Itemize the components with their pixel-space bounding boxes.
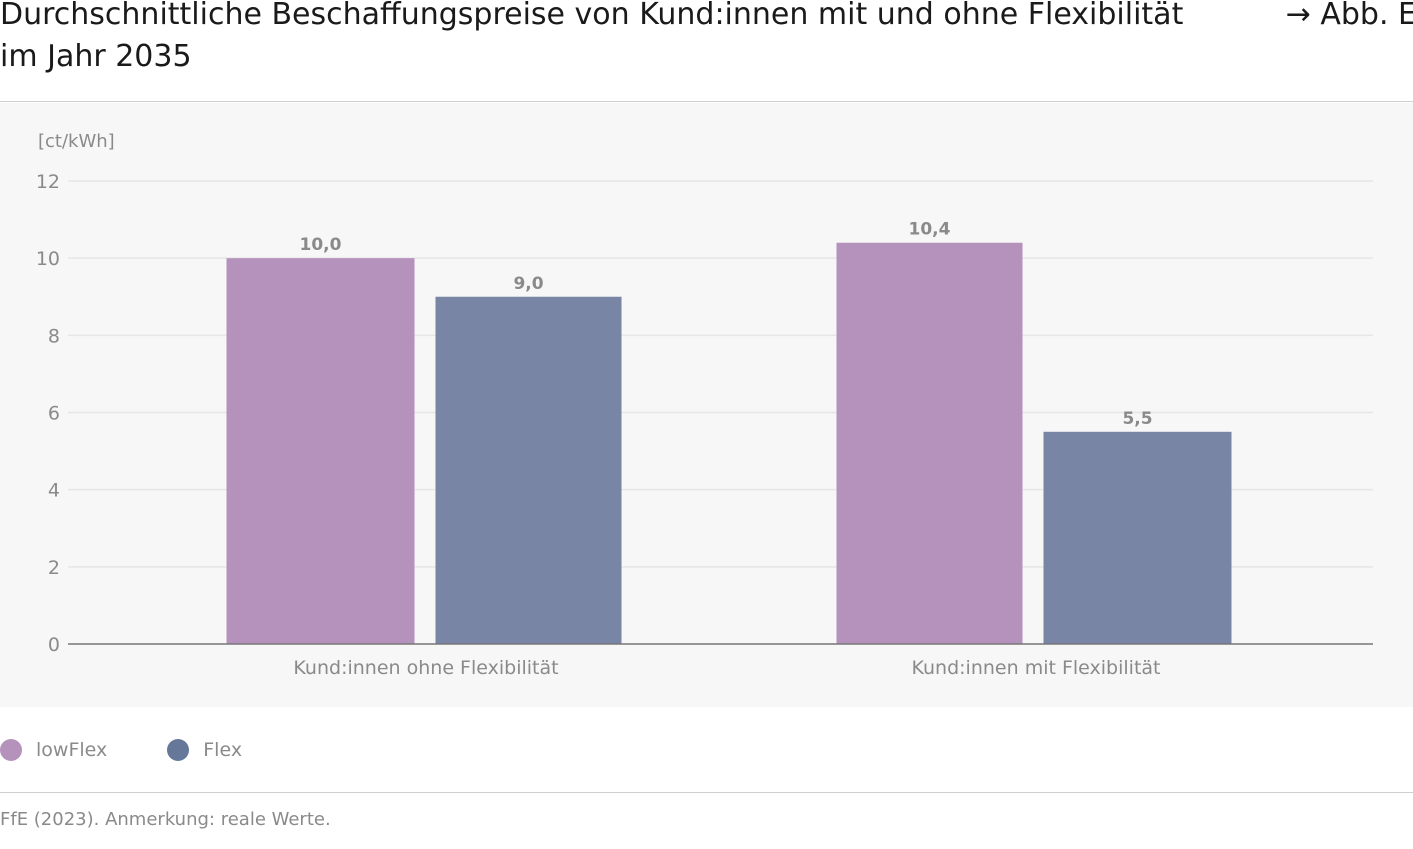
- y-tick-label: 4: [48, 480, 60, 502]
- legend-label-lowflex: lowFlex: [36, 739, 108, 761]
- bar-value-label: 10,4: [909, 220, 951, 240]
- figure-reference-link[interactable]: → Abb. E: [1285, 0, 1413, 32]
- y-tick-label: 8: [48, 325, 60, 347]
- bar-flex: [435, 296, 622, 644]
- y-tick-label: 0: [48, 634, 60, 656]
- chart-legend: lowFlex Flex: [0, 735, 302, 765]
- bar-lowflex: [836, 242, 1023, 644]
- y-tick-label: 12: [36, 171, 60, 193]
- x-category-label: Kund:innen mit Flexibilität: [912, 657, 1161, 679]
- y-tick-label: 2: [48, 557, 60, 579]
- legend-label-flex: Flex: [203, 739, 243, 761]
- x-category-label: Kund:innen ohne Flexibilität: [293, 657, 558, 679]
- chart-title: Durchschnittliche Beschaffungspreise von…: [0, 0, 1184, 74]
- figure-header: Durchschnittliche Beschaffungspreise von…: [0, 0, 1413, 102]
- figure-footer: FfE (2023). Anmerkung: reale Werte.: [0, 792, 1413, 830]
- source-note: FfE (2023). Anmerkung: reale Werte.: [0, 809, 331, 830]
- y-tick-label: 6: [48, 403, 60, 425]
- legend-swatch-flex: [167, 739, 190, 761]
- bar-value-label: 5,5: [1122, 409, 1152, 429]
- y-axis-unit-label: [ct/kWh]: [38, 131, 115, 152]
- legend-swatch-lowflex: [0, 739, 22, 761]
- legend-item-lowflex: lowFlex: [0, 739, 107, 761]
- legend-item-flex: Flex: [167, 739, 242, 761]
- chart-panel: [ct/kWh] 0 2 4 6 8 10 12 10,0 9,0 Kund:innen ohne …: [0, 103, 1413, 707]
- y-tick-label: 10: [36, 248, 60, 270]
- bar-flex: [1043, 431, 1232, 644]
- bar-value-label: 9,0: [513, 274, 543, 294]
- bar-chart: [ct/kWh] 0 2 4 6 8 10 12 10,0 9,0 Kund:innen ohne …: [36, 131, 1373, 679]
- bar-value-label: 10,0: [300, 235, 342, 255]
- bar-lowflex: [226, 258, 415, 644]
